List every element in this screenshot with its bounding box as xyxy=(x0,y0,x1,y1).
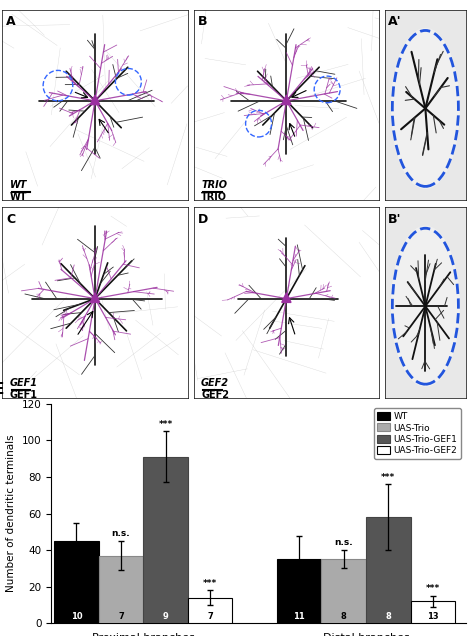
Text: E: E xyxy=(0,382,4,398)
Text: 7: 7 xyxy=(118,612,124,621)
Bar xyxy=(366,517,410,623)
Bar xyxy=(322,559,366,623)
Circle shape xyxy=(392,226,459,386)
Text: A: A xyxy=(6,15,15,28)
Text: WT: WT xyxy=(10,180,27,190)
Text: 8: 8 xyxy=(341,612,347,621)
Text: GEF1: GEF1 xyxy=(10,390,38,400)
Text: ***: *** xyxy=(158,420,173,429)
Legend: WT, UAS-Trio, UAS-Trio-GEF1, UAS-Trio-GEF2: WT, UAS-Trio, UAS-Trio-GEF1, UAS-Trio-GE… xyxy=(374,408,461,459)
Text: TRIO: TRIO xyxy=(201,192,227,202)
Text: 9: 9 xyxy=(163,612,168,621)
Polygon shape xyxy=(282,95,291,105)
Text: n.s.: n.s. xyxy=(335,539,353,548)
Text: GEF1: GEF1 xyxy=(10,378,38,388)
Text: C: C xyxy=(6,213,15,226)
Text: ***: *** xyxy=(203,579,217,588)
Text: WT: WT xyxy=(10,192,27,202)
Text: A': A' xyxy=(388,15,402,28)
Y-axis label: Number of dendritic terminals: Number of dendritic terminals xyxy=(7,435,16,592)
Bar xyxy=(99,556,143,623)
Text: 8: 8 xyxy=(386,612,391,621)
Text: D: D xyxy=(197,213,208,226)
Bar xyxy=(143,457,188,623)
Circle shape xyxy=(392,29,459,188)
Text: 11: 11 xyxy=(293,612,305,621)
Polygon shape xyxy=(90,95,100,105)
Text: B: B xyxy=(197,15,207,28)
Text: TRIO: TRIO xyxy=(201,180,227,190)
Bar xyxy=(54,541,99,623)
Text: 10: 10 xyxy=(71,612,82,621)
Text: B': B' xyxy=(388,213,402,226)
Text: ***: *** xyxy=(381,473,395,481)
Polygon shape xyxy=(282,293,291,302)
Text: 7: 7 xyxy=(207,612,213,621)
Bar xyxy=(277,559,322,623)
Polygon shape xyxy=(90,293,100,302)
Text: GEF2: GEF2 xyxy=(201,378,229,388)
Bar xyxy=(188,598,232,623)
Text: n.s.: n.s. xyxy=(112,529,130,538)
Text: 13: 13 xyxy=(427,612,439,621)
Text: ***: *** xyxy=(426,584,440,593)
Text: GEF2: GEF2 xyxy=(201,390,229,400)
Bar xyxy=(410,602,455,623)
